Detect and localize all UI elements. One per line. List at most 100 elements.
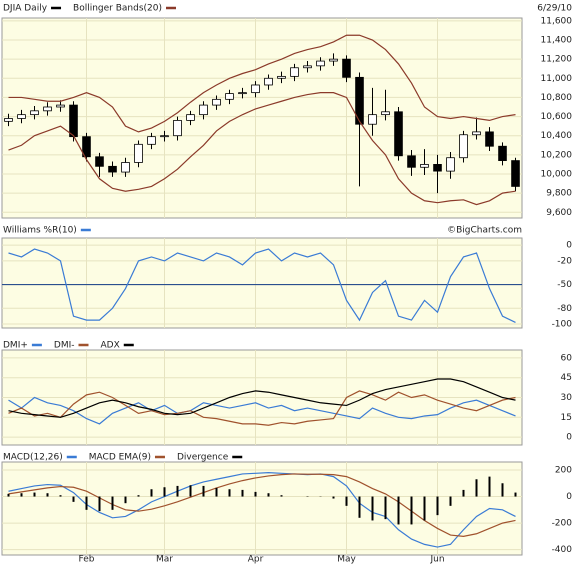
y-tick-label: 10,600 <box>541 112 573 122</box>
series-line <box>8 396 516 425</box>
candle-body <box>420 164 429 168</box>
candle-body <box>498 145 507 161</box>
candle-body <box>342 58 351 78</box>
series-line <box>8 34 516 133</box>
candle-body <box>355 76 364 125</box>
histogram-bar <box>202 485 205 497</box>
x-tick-label: May <box>337 555 356 564</box>
histogram-bar <box>85 496 88 510</box>
candle-body <box>381 111 390 116</box>
candle-body <box>4 118 13 122</box>
y-tick-label: 10,200 <box>541 150 573 160</box>
histogram-bar <box>462 489 465 497</box>
histogram-bar <box>436 496 439 516</box>
candle-body <box>407 155 416 168</box>
series-line <box>8 473 516 538</box>
y-tick-label: 0 <box>566 241 572 251</box>
y-tick-label: 11,000 <box>541 74 573 84</box>
candle-body <box>199 104 208 116</box>
histogram-bar <box>514 492 517 497</box>
candle-body <box>147 136 156 145</box>
histogram-bar <box>449 496 452 506</box>
series-line <box>8 378 516 418</box>
legend-label: DMI- <box>54 341 75 351</box>
candle-body <box>368 114 377 125</box>
histogram-bar <box>111 496 114 510</box>
legend-label: MACD(12,26) <box>3 453 63 463</box>
candle-body <box>69 104 78 138</box>
histogram-bar <box>59 495 62 497</box>
histogram-bar <box>46 493 49 497</box>
y-tick-label: 200 <box>555 465 572 475</box>
histogram-bar <box>228 489 231 497</box>
x-tick-label: Feb <box>79 555 95 564</box>
histogram-bar <box>137 495 140 497</box>
candle-body <box>472 131 481 136</box>
histogram-bar <box>241 489 244 497</box>
y-tick-label: -200 <box>552 519 573 529</box>
histogram-bar <box>189 485 192 497</box>
histogram-bar <box>371 496 374 521</box>
candle-body <box>121 162 130 173</box>
candle-body <box>43 106 52 112</box>
legend-label: ADX <box>101 341 120 351</box>
x-tick-label: Apr <box>248 555 264 564</box>
y-tick-label: 10,400 <box>541 131 573 141</box>
panel-background <box>1 237 523 329</box>
y-tick-label: 60 <box>561 353 573 363</box>
histogram-bar <box>358 496 361 518</box>
candle-body <box>446 157 455 172</box>
histogram-bar <box>150 489 153 497</box>
y-tick-label: 10,800 <box>541 93 573 103</box>
candle-body <box>212 98 221 106</box>
candle-body <box>82 136 91 158</box>
y-tick-label: 45 <box>561 373 572 383</box>
candle-body <box>108 165 117 173</box>
y-tick-label: 15 <box>561 413 572 423</box>
series-line <box>8 92 516 206</box>
histogram-bar <box>345 496 348 506</box>
x-tick-label: Mar <box>156 555 173 564</box>
histogram-bar <box>280 495 283 497</box>
series-line <box>8 390 516 426</box>
candle-body <box>394 111 403 157</box>
candle-body <box>238 92 247 95</box>
candle-body <box>225 93 234 100</box>
candle-body <box>485 131 494 147</box>
histogram-bar <box>98 496 101 512</box>
y-tick-label: 10,000 <box>541 169 573 179</box>
date-label: 6/29/10 <box>537 4 572 14</box>
y-tick-label: -80 <box>557 304 572 314</box>
candle-body <box>30 110 39 116</box>
x-tick-label: Jun <box>429 555 444 564</box>
legend-label: DJIA Daily <box>3 4 48 14</box>
candle-body <box>134 143 143 163</box>
histogram-bar <box>254 491 257 497</box>
histogram-bar <box>488 476 491 497</box>
series-line <box>8 472 516 548</box>
y-tick-label: -20 <box>557 256 572 266</box>
histogram-bar <box>267 493 270 497</box>
y-tick-label: 9,800 <box>546 189 572 199</box>
legend-label: Williams %R(10) <box>3 226 77 236</box>
histogram-bar <box>475 479 478 497</box>
candle-body <box>316 60 325 67</box>
histogram-bar <box>33 492 36 497</box>
y-tick-label: 0 <box>566 492 572 502</box>
candle-body <box>160 135 169 138</box>
candle-body <box>329 58 338 62</box>
candle-body <box>95 156 104 167</box>
histogram-bar <box>384 496 387 520</box>
candle-body <box>290 67 299 77</box>
y-tick-label: 11,200 <box>541 55 573 65</box>
histogram-bar <box>163 487 166 497</box>
histogram-bar <box>20 493 23 497</box>
histogram-bar <box>72 496 75 502</box>
panel-background <box>1 17 523 219</box>
candle-body <box>56 104 65 108</box>
candle-body <box>17 114 26 119</box>
candle-body <box>251 84 260 94</box>
candle-body <box>459 134 468 159</box>
histogram-bar <box>423 496 426 521</box>
